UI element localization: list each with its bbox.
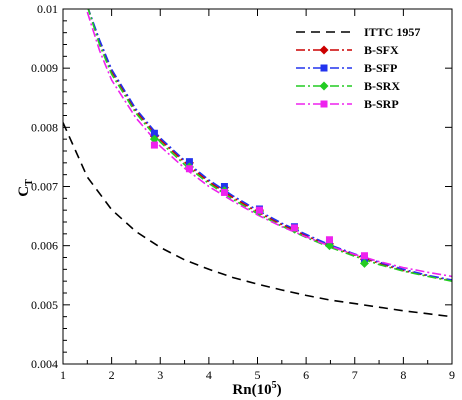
x-tick-label: 6 [303,368,309,382]
y-tick-label: 0.007 [31,180,58,194]
x-tick-label: 9 [449,368,455,382]
legend: ITTC 1957 B-SFX B-SFP B-SRX B-SRP [296,25,420,111]
x-axis-title-sup: 5 [272,380,277,391]
series-line-b-srp [86,11,452,278]
legend-label-b-sfx: B-SFX [364,43,399,57]
y-axis-title-sub: T [24,179,35,186]
data-point-b-sfp [185,158,193,166]
y-axis-title: CT [16,179,35,197]
data-point-b-srp [290,224,298,232]
data-point-b-srx [324,241,334,251]
legend-label-b-srx: B-SRX [364,79,400,93]
data-point-b-srx [149,134,159,144]
data-point-b-srp [185,165,193,173]
data-point-b-srp [360,252,368,260]
y-tick-label: 0.006 [31,239,58,253]
data-point-b-srp [255,206,263,214]
data-point-b-sfp [150,129,158,137]
x-tick-label: 7 [352,368,358,382]
data-point-b-srp [150,141,158,149]
y-tick-label: 0.01 [37,2,58,16]
x-axis-title: Rn(105) [232,380,281,398]
y-tick-label: 0.004 [31,357,58,371]
series-line-ittc-1957 [63,122,452,318]
x-tick-label: 1 [60,368,66,382]
legend-marker-b-srp [320,100,328,108]
y-tick-label: 0.005 [31,298,58,312]
data-point-b-srp [220,188,228,196]
data-point-b-srp [325,236,333,244]
legend-label-b-srp: B-SRP [364,97,399,111]
axes-layer: 1 2 3 4 5 6 7 8 9 0.004 0.005 0.006 0.007 0.008 0.009 0… [31,2,455,382]
y-tick-label: 0.008 [31,120,58,134]
x-tick-label: 3 [157,368,163,382]
legend-label-ittc-1957: ITTC 1957 [364,25,420,39]
y-tick-label: 0.009 [31,61,58,75]
markers-layer [149,129,369,268]
legend-marker-b-sfp [320,64,328,72]
x-tick-label: 8 [400,368,406,382]
x-axis-title-main: Rn(10 [232,382,271,398]
y-axis-title-main: C [16,186,32,197]
data-point-b-srx [359,258,369,268]
x-tick-label: 5 [255,368,261,382]
legend-label-b-sfp: B-SFP [364,61,397,75]
x-tick-label: 2 [109,368,115,382]
legend-marker-b-srx [319,81,329,91]
legend-marker-b-sfx [319,45,329,55]
x-tick-label: 4 [206,368,212,382]
x-axis-title-tail: ) [277,382,282,398]
